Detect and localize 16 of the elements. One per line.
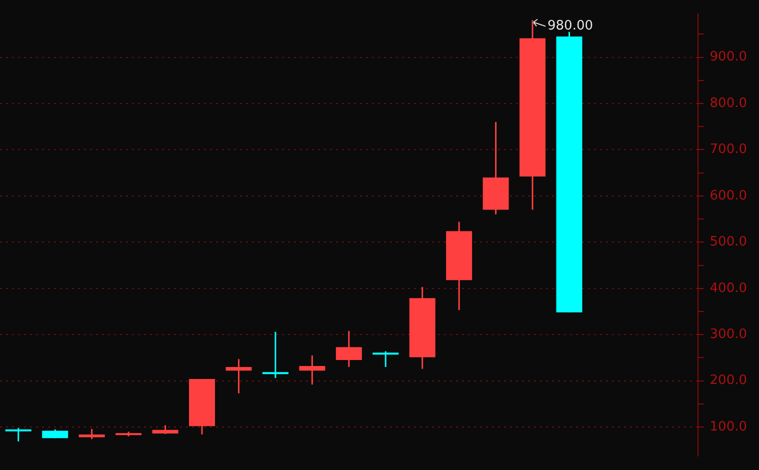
y-tick-label: 700.0 [710, 142, 747, 158]
candlestick [372, 350, 399, 368]
y-tick-label: 900.0 [710, 50, 747, 65]
y-tick-label: 300.0 [710, 326, 747, 342]
candlestick [78, 428, 105, 440]
y-tick-label: 800.0 [710, 96, 747, 111]
candlestick [262, 331, 288, 379]
y-tick-label: 200.0 [710, 373, 747, 388]
candlestick [5, 427, 32, 442]
candlestick [226, 358, 252, 394]
candlestick [299, 354, 326, 386]
y-tick-label: 400.0 [710, 280, 747, 296]
y-tick-label: 600.0 [710, 188, 747, 204]
annotation: 980.00 [548, 18, 594, 34]
y-tick-label: 100.0 [710, 419, 747, 434]
y-tick-label: 500.0 [710, 234, 747, 250]
